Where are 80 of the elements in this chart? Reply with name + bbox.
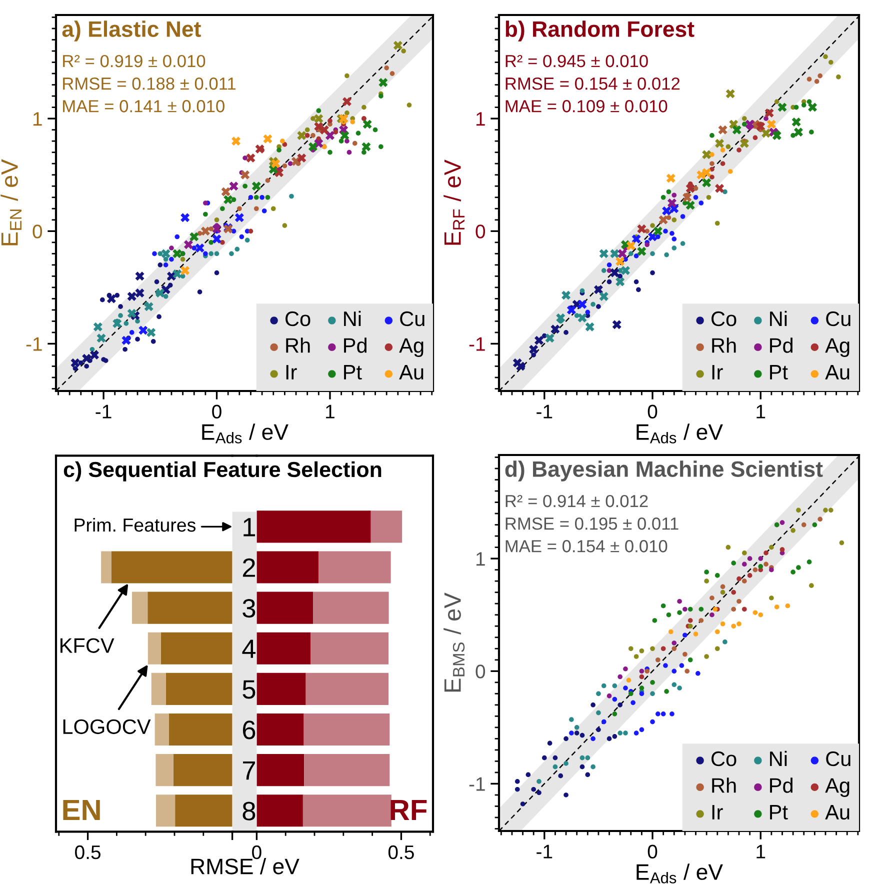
x-tick-label: 1 bbox=[326, 404, 334, 418]
legend-label: Ir bbox=[712, 365, 723, 380]
y-axis-title: E$_{EN}$ / eV bbox=[0, 159, 22, 246]
annotation: EN bbox=[63, 800, 100, 820]
x-tick-label: -1 bbox=[96, 404, 112, 418]
legend-label: Rh bbox=[712, 338, 736, 353]
annotation: MAE = 0.154 ± 0.010 bbox=[506, 540, 668, 552]
y-tick-label: 5 bbox=[242, 680, 256, 699]
y-tick-label: 1 bbox=[476, 112, 485, 126]
y-tick-label: 1 bbox=[33, 112, 42, 126]
legend-label: Ni bbox=[770, 750, 787, 766]
chart-title: a) Elastic Net bbox=[62, 20, 201, 42]
y-tick-label: 7 bbox=[242, 761, 255, 780]
y-tick-label: 1 bbox=[476, 552, 485, 566]
annotation: RMSE = 0.195 ± 0.011 bbox=[506, 518, 678, 530]
y-tick-label: 0 bbox=[476, 664, 486, 678]
legend-label: Au bbox=[825, 805, 850, 820]
legend-label: Cu bbox=[826, 751, 850, 766]
y-tick-label: -1 bbox=[469, 337, 485, 351]
legend-label: Cu bbox=[400, 311, 424, 326]
x-tick-label: 0 bbox=[648, 404, 658, 418]
x-tick-label: 0 bbox=[648, 844, 658, 858]
x-tick-label: -1 bbox=[536, 404, 552, 418]
y-tick-label: -1 bbox=[26, 337, 42, 351]
annotation: MAE = 0.109 ± 0.010 bbox=[506, 100, 668, 112]
legend-label: Ag bbox=[825, 338, 850, 357]
legend-label: Pd bbox=[770, 338, 792, 353]
annotation: Prim. Features bbox=[74, 518, 196, 532]
annotation: R² = 0.919 ± 0.010 bbox=[63, 54, 206, 68]
y-tick-label: 0 bbox=[476, 224, 486, 238]
x-tick-label: 1 bbox=[756, 844, 766, 858]
legend-label: Rh bbox=[712, 778, 736, 793]
x-axis-title: RMSE / eV bbox=[191, 858, 300, 874]
legend-label: Au bbox=[399, 365, 424, 380]
annotation: RMSE = 0.188 ± 0.011 bbox=[63, 78, 236, 90]
legend-label: Pd bbox=[770, 778, 792, 793]
annotation: RMSE = 0.154 ± 0.012 bbox=[506, 78, 680, 90]
legend-label: Ni bbox=[344, 310, 361, 326]
y-tick-label: 3 bbox=[242, 598, 256, 618]
legend-label: Ir bbox=[286, 365, 297, 380]
y-tick-label: 8 bbox=[242, 802, 256, 820]
chart-title: b) Random Forest bbox=[506, 20, 694, 42]
legend-label: Ag bbox=[825, 778, 850, 797]
y-tick-label: -1 bbox=[469, 777, 485, 791]
legend-label: Co bbox=[712, 751, 736, 766]
annotation: KFCV bbox=[60, 638, 114, 653]
x-tick-label: 0.5 bbox=[75, 845, 100, 860]
x-tick-label: 1 bbox=[756, 404, 766, 418]
x-axis-title: E$_{Ads}$ / eV bbox=[636, 864, 723, 884]
legend-label: Co bbox=[286, 311, 310, 326]
x-tick-label: 0 bbox=[212, 404, 222, 418]
legend-label: Cu bbox=[826, 311, 850, 326]
legend-label: Rh bbox=[286, 338, 310, 353]
y-tick-label: 2 bbox=[242, 558, 255, 577]
x-tick-label: -1 bbox=[536, 844, 552, 858]
chart-title: c) Sequential Feature Selection bbox=[64, 461, 382, 482]
legend-label: Pt bbox=[344, 365, 362, 380]
legend-label: Ni bbox=[770, 310, 787, 326]
legend-label: Ag bbox=[399, 338, 424, 357]
chart-title: d) Bayesian Machine Scientist bbox=[505, 460, 823, 482]
y-tick-label: 1 bbox=[244, 518, 256, 536]
y-tick-label: 4 bbox=[242, 640, 256, 658]
legend-label: Pt bbox=[770, 365, 788, 380]
y-tick-label: 6 bbox=[242, 720, 256, 740]
legend-label: Ir bbox=[712, 805, 723, 820]
x-axis-title: E$_{Ads}$ / eV bbox=[202, 424, 288, 444]
annotation: R² = 0.945 ± 0.010 bbox=[506, 54, 648, 68]
x-axis-title: E$_{Ads}$ / eV bbox=[636, 424, 723, 444]
annotation: MAE = 0.141 ± 0.010 bbox=[63, 100, 224, 112]
annotation: R² = 0.914 ± 0.012 bbox=[506, 494, 648, 508]
legend-label: Au bbox=[825, 365, 850, 380]
legend-label: Co bbox=[712, 311, 736, 326]
annotation: RF bbox=[390, 800, 427, 820]
annotation: LOGOCV bbox=[63, 719, 151, 734]
y-tick-label: 0 bbox=[32, 224, 42, 238]
y-axis-title: E$_{BMS}$ / eV bbox=[444, 592, 465, 692]
legend-label: Pd bbox=[344, 338, 366, 353]
legend-label: Pt bbox=[770, 805, 788, 820]
y-axis-title: E$_{RF}$ / eV bbox=[444, 160, 464, 245]
x-tick-label: 0.5 bbox=[388, 845, 414, 860]
